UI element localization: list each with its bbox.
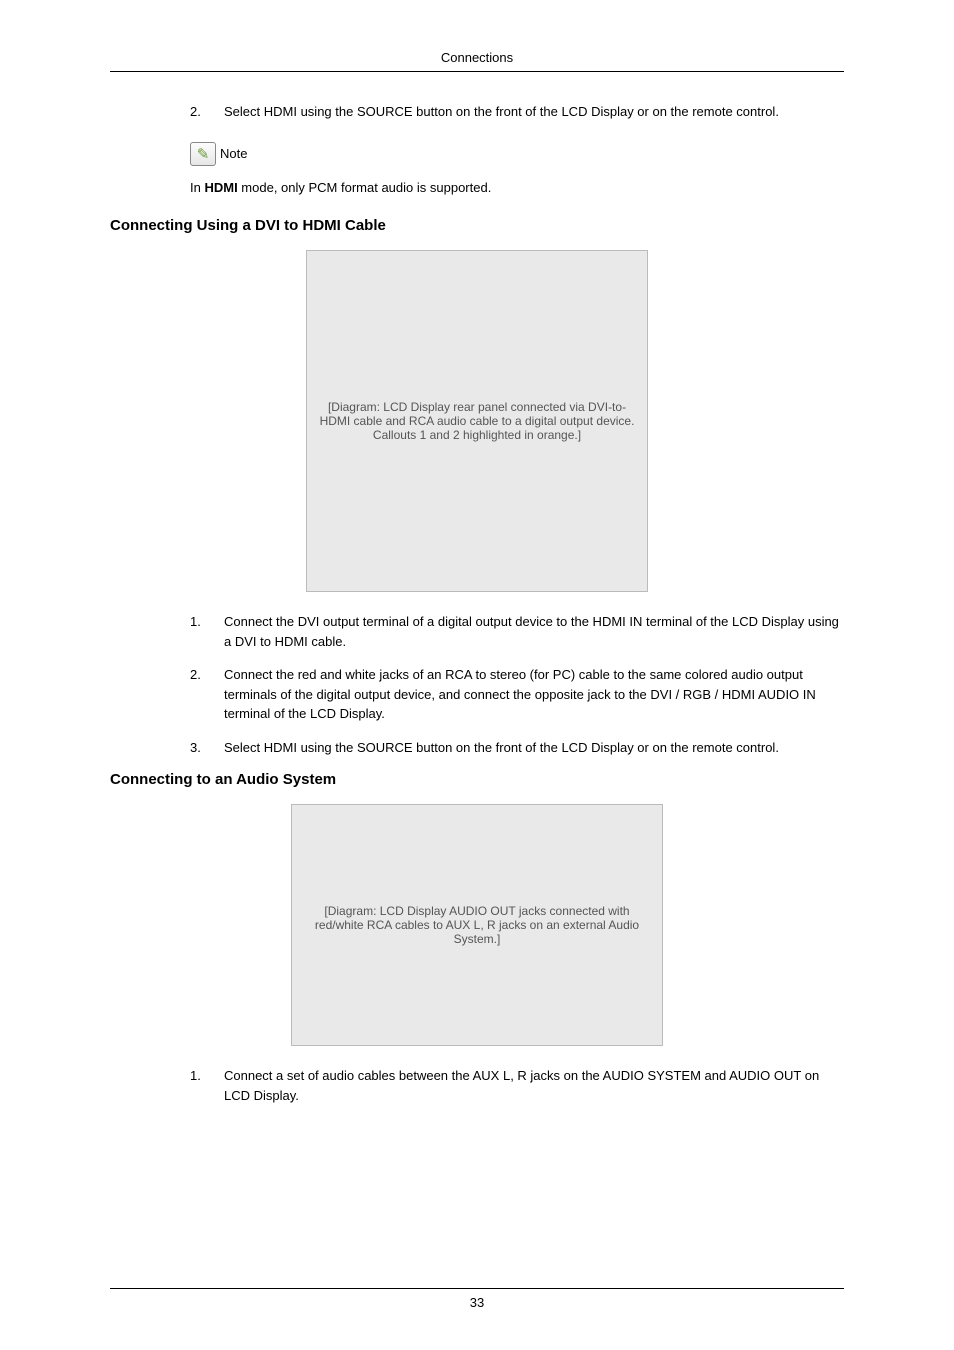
- page: Connections 2. Select HDMI using the SOU…: [0, 0, 954, 1350]
- list-item: 2. Select HDMI using the SOURCE button o…: [190, 102, 844, 122]
- audio-steps: 1. Connect a set of audio cables between…: [110, 1066, 844, 1105]
- list-item: 1. Connect the DVI output terminal of a …: [190, 612, 844, 651]
- list-item: 2. Connect the red and white jacks of an…: [190, 665, 844, 724]
- figure-placeholder: [Diagram: LCD Display AUDIO OUT jacks co…: [291, 804, 663, 1046]
- top-continuation-block: 2. Select HDMI using the SOURCE button o…: [110, 102, 844, 197]
- note-label: Note: [220, 146, 247, 161]
- list-item: 1. Connect a set of audio cables between…: [190, 1066, 844, 1105]
- pencil-note-icon: ✎: [190, 142, 216, 166]
- page-footer: 33: [110, 1288, 844, 1310]
- list-text: Select HDMI using the SOURCE button on t…: [224, 738, 844, 758]
- section-heading-dvi: Connecting Using a DVI to HDMI Cable: [110, 217, 844, 234]
- note-text: In HDMI mode, only PCM format audio is s…: [190, 178, 844, 198]
- list-text: Connect the DVI output terminal of a dig…: [224, 612, 844, 651]
- page-header: Connections: [110, 50, 844, 72]
- list-number: 1.: [190, 1066, 224, 1105]
- list-number: 1.: [190, 612, 224, 651]
- figure-alt-text: [Diagram: LCD Display AUDIO OUT jacks co…: [292, 805, 662, 1045]
- note-text-a: In: [190, 180, 204, 195]
- figure-alt-text: [Diagram: LCD Display rear panel connect…: [307, 251, 647, 591]
- list-text: Select HDMI using the SOURCE button on t…: [224, 102, 844, 122]
- list-number: 2.: [190, 102, 224, 122]
- figure-audio-system: [Diagram: LCD Display AUDIO OUT jacks co…: [110, 804, 844, 1046]
- note-text-bold: HDMI: [204, 180, 237, 195]
- note-text-c: mode, only PCM format audio is supported…: [238, 180, 492, 195]
- figure-placeholder: [Diagram: LCD Display rear panel connect…: [306, 250, 648, 592]
- page-number: 33: [470, 1295, 484, 1310]
- list-text: Connect a set of audio cables between th…: [224, 1066, 844, 1105]
- note-callout: ✎ Note: [190, 142, 844, 166]
- section-heading-audio: Connecting to an Audio System: [110, 771, 844, 788]
- list-number: 2.: [190, 665, 224, 724]
- list-text: Connect the red and white jacks of an RC…: [224, 665, 844, 724]
- page-header-title: Connections: [441, 50, 513, 65]
- list-item: 3. Select HDMI using the SOURCE button o…: [190, 738, 844, 758]
- dvi-steps: 1. Connect the DVI output terminal of a …: [110, 612, 844, 757]
- figure-dvi-to-hdmi: [Diagram: LCD Display rear panel connect…: [110, 250, 844, 592]
- list-number: 3.: [190, 738, 224, 758]
